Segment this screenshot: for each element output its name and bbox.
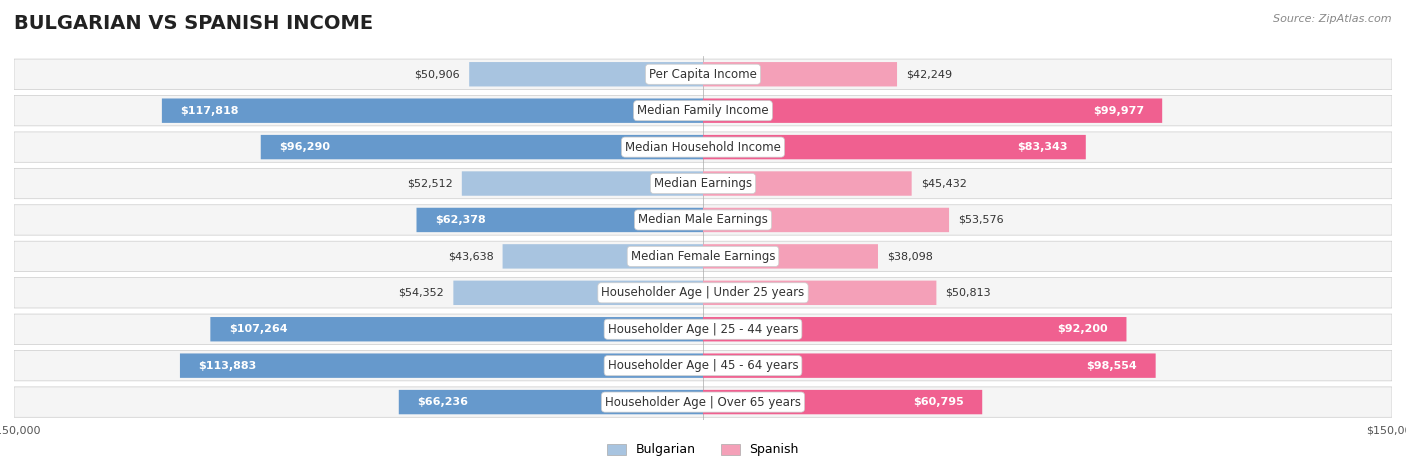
FancyBboxPatch shape <box>14 314 1392 345</box>
Text: $99,977: $99,977 <box>1092 106 1144 116</box>
Legend: Bulgarian, Spanish: Bulgarian, Spanish <box>602 439 804 461</box>
FancyBboxPatch shape <box>211 317 703 341</box>
FancyBboxPatch shape <box>14 59 1392 90</box>
FancyBboxPatch shape <box>14 241 1392 272</box>
Text: Source: ZipAtlas.com: Source: ZipAtlas.com <box>1274 14 1392 24</box>
Text: $38,098: $38,098 <box>887 251 934 262</box>
FancyBboxPatch shape <box>14 168 1392 199</box>
FancyBboxPatch shape <box>703 317 1126 341</box>
Text: $50,813: $50,813 <box>946 288 991 298</box>
Text: Median Female Earnings: Median Female Earnings <box>631 250 775 263</box>
FancyBboxPatch shape <box>703 281 936 305</box>
FancyBboxPatch shape <box>14 277 1392 308</box>
Text: BULGARIAN VS SPANISH INCOME: BULGARIAN VS SPANISH INCOME <box>14 14 373 33</box>
Text: $60,795: $60,795 <box>912 397 965 407</box>
Text: $83,343: $83,343 <box>1017 142 1067 152</box>
FancyBboxPatch shape <box>399 390 703 414</box>
FancyBboxPatch shape <box>703 208 949 232</box>
Text: Per Capita Income: Per Capita Income <box>650 68 756 81</box>
Text: $66,236: $66,236 <box>418 397 468 407</box>
FancyBboxPatch shape <box>703 62 897 86</box>
Text: Householder Age | Under 25 years: Householder Age | Under 25 years <box>602 286 804 299</box>
FancyBboxPatch shape <box>260 135 703 159</box>
Text: Median Family Income: Median Family Income <box>637 104 769 117</box>
Text: Median Earnings: Median Earnings <box>654 177 752 190</box>
Text: Householder Age | 45 - 64 years: Householder Age | 45 - 64 years <box>607 359 799 372</box>
FancyBboxPatch shape <box>703 390 983 414</box>
FancyBboxPatch shape <box>14 205 1392 235</box>
Text: $52,512: $52,512 <box>406 178 453 189</box>
FancyBboxPatch shape <box>14 350 1392 381</box>
FancyBboxPatch shape <box>703 354 1156 378</box>
FancyBboxPatch shape <box>14 387 1392 417</box>
Text: $42,249: $42,249 <box>907 69 952 79</box>
FancyBboxPatch shape <box>453 281 703 305</box>
Text: $45,432: $45,432 <box>921 178 967 189</box>
Text: $54,352: $54,352 <box>398 288 444 298</box>
Text: $53,576: $53,576 <box>959 215 1004 225</box>
Text: $117,818: $117,818 <box>180 106 239 116</box>
Text: $92,200: $92,200 <box>1057 324 1108 334</box>
FancyBboxPatch shape <box>14 95 1392 126</box>
Text: $50,906: $50,906 <box>415 69 460 79</box>
FancyBboxPatch shape <box>416 208 703 232</box>
FancyBboxPatch shape <box>470 62 703 86</box>
Text: $107,264: $107,264 <box>229 324 287 334</box>
Text: $98,554: $98,554 <box>1087 361 1137 371</box>
FancyBboxPatch shape <box>502 244 703 269</box>
FancyBboxPatch shape <box>703 135 1085 159</box>
FancyBboxPatch shape <box>703 171 911 196</box>
Text: Median Household Income: Median Household Income <box>626 141 780 154</box>
FancyBboxPatch shape <box>180 354 703 378</box>
Text: Householder Age | 25 - 44 years: Householder Age | 25 - 44 years <box>607 323 799 336</box>
Text: $43,638: $43,638 <box>447 251 494 262</box>
FancyBboxPatch shape <box>703 244 877 269</box>
FancyBboxPatch shape <box>14 132 1392 163</box>
Text: $62,378: $62,378 <box>434 215 485 225</box>
FancyBboxPatch shape <box>162 99 703 123</box>
Text: $113,883: $113,883 <box>198 361 256 371</box>
Text: $96,290: $96,290 <box>280 142 330 152</box>
Text: Median Male Earnings: Median Male Earnings <box>638 213 768 226</box>
FancyBboxPatch shape <box>461 171 703 196</box>
FancyBboxPatch shape <box>703 99 1163 123</box>
Text: Householder Age | Over 65 years: Householder Age | Over 65 years <box>605 396 801 409</box>
